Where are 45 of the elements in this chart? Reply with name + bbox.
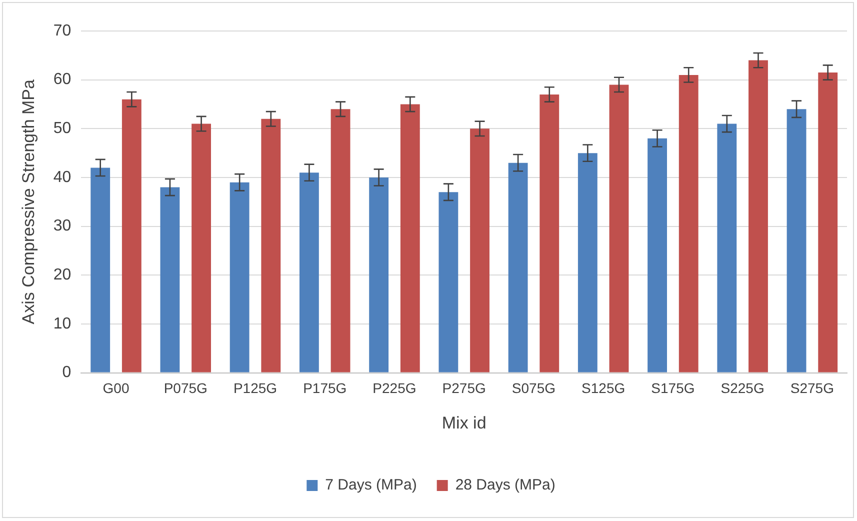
bar bbox=[748, 60, 768, 372]
bar bbox=[648, 138, 667, 372]
y-tick-label: 0 bbox=[62, 364, 72, 382]
bar bbox=[470, 128, 490, 372]
bar bbox=[400, 104, 420, 372]
x-tick-label: S075G bbox=[512, 380, 556, 396]
x-tick-label: P125G bbox=[233, 380, 278, 396]
bar bbox=[261, 118, 281, 372]
legend-label: 7 Days (MPa) bbox=[325, 476, 417, 494]
bar bbox=[786, 109, 806, 372]
bar bbox=[230, 182, 250, 372]
bar bbox=[330, 109, 350, 372]
bar bbox=[299, 172, 319, 372]
bar bbox=[438, 192, 458, 372]
bar bbox=[90, 168, 110, 372]
y-tick-label: 20 bbox=[53, 266, 72, 284]
bar bbox=[818, 72, 838, 372]
bar bbox=[717, 124, 737, 372]
y-tick-label: 10 bbox=[53, 315, 72, 332]
bar bbox=[609, 84, 629, 372]
y-tick-label: 40 bbox=[53, 168, 72, 186]
legend-label: 28 Days (MPa) bbox=[455, 476, 556, 494]
y-tick-label: 50 bbox=[53, 120, 72, 138]
x-tick-label: S275G bbox=[790, 380, 834, 396]
y-tick-label: 60 bbox=[53, 71, 72, 88]
x-tick-label: P175G bbox=[303, 380, 347, 396]
x-tick-label: P275G bbox=[442, 380, 486, 396]
x-tick-label: S225G bbox=[720, 380, 764, 396]
x-axis-title: Mix id bbox=[442, 413, 486, 432]
bar bbox=[160, 187, 180, 372]
bar bbox=[540, 94, 560, 372]
x-tick-label: S125G bbox=[582, 380, 626, 396]
bar bbox=[369, 177, 389, 372]
bar bbox=[508, 162, 528, 372]
x-tick-label: G00 bbox=[102, 380, 130, 396]
bar bbox=[578, 153, 598, 372]
y-tick-label: 70 bbox=[53, 22, 72, 40]
y-tick-label: 30 bbox=[53, 218, 72, 235]
x-tick-label: P225G bbox=[372, 380, 416, 396]
bar bbox=[122, 99, 142, 372]
y-axis-title: Axis Compressive Strength MPa bbox=[18, 79, 38, 324]
bar bbox=[192, 124, 211, 372]
x-tick-label: P075G bbox=[164, 380, 208, 396]
x-tick-label: S175G bbox=[651, 380, 695, 396]
bar bbox=[678, 74, 698, 372]
